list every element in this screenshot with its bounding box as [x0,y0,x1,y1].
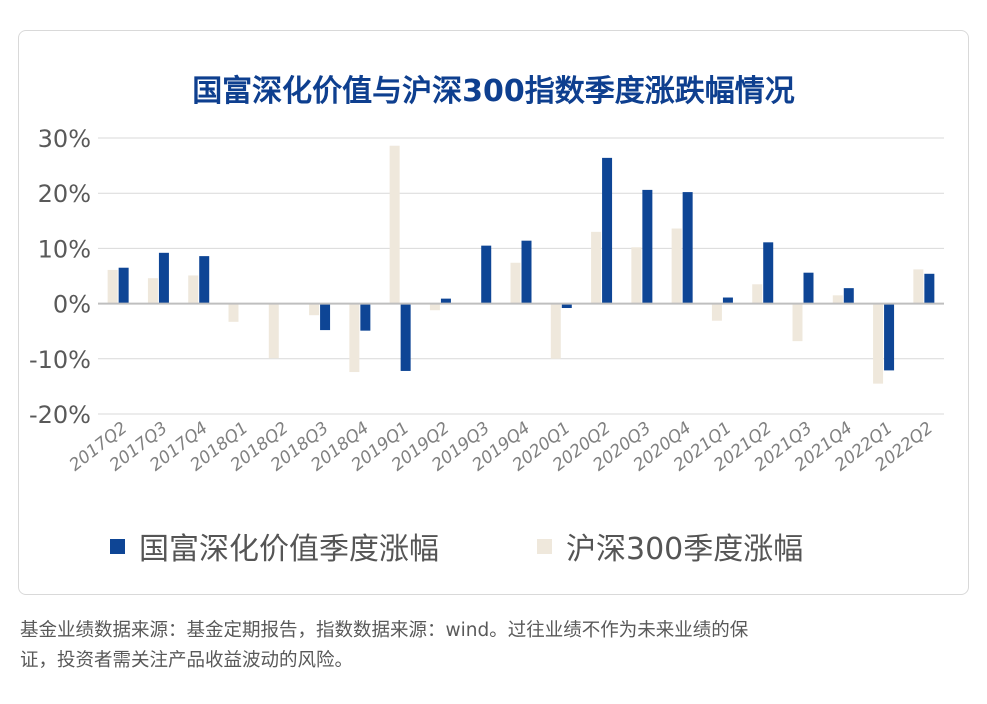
legend-swatch-fund [110,538,125,554]
bar-fund [884,303,895,371]
bar-index [832,295,843,304]
bar-fund [803,272,814,304]
bar-fund [199,256,210,304]
chart-title: 国富深化价值与沪深300指数季度涨跌幅情况 [192,74,795,109]
bar-index [228,303,239,322]
bar-fund [924,273,935,304]
bar-index [429,303,440,311]
y-tick-label: -20% [29,401,91,429]
bar-index [268,303,279,359]
bar-index [711,303,722,321]
bar-fund [642,189,653,304]
bar-fund [118,267,129,304]
footnote-line-1: 基金业绩数据来源：基金定期报告，指数数据来源：wind。过往业绩不作为未来业绩的… [20,620,749,641]
legend-label-fund: 国富深化价值季度涨幅 [139,532,439,567]
bar-index [389,145,400,304]
legend-item-index: 沪深300季度涨幅 [537,524,803,568]
bar-index [349,303,360,373]
bar-fund [360,303,371,331]
bar-fund [440,298,451,304]
legend-item-fund: 国富深化价值季度涨幅 [110,524,439,568]
bar-fund [602,157,613,304]
bar-fund [320,303,331,331]
bar-index [550,303,561,359]
legend-label-index: 沪深300季度涨幅 [566,532,804,567]
bar-index [913,269,924,304]
footnote: 基金业绩数据来源：基金定期报告，指数数据来源：wind。过往业绩不作为未来业绩的… [20,616,970,676]
bar-fund [400,303,411,371]
bar-index [107,269,118,304]
legend-swatch-index [537,538,552,554]
bar-chart: 30%20%10%0%-10%-20%2017Q22017Q32017Q4201… [29,125,944,475]
bar-index [873,303,884,384]
bar-fund [843,288,854,304]
bar-index [591,231,602,304]
bar-index [147,278,158,304]
bar-index [631,247,642,304]
bar-fund [561,303,572,309]
bar-index [792,303,803,342]
bar-fund [682,192,693,304]
y-tick-label: 0% [53,291,91,319]
bar-fund [763,242,774,304]
chart-card [18,30,969,595]
bar-fund [481,245,492,304]
y-tick-label: -10% [29,346,91,374]
bar-index [752,284,763,304]
bar-index [309,303,320,316]
footnote-line-2: 证，投资者需关注产品收益波动的风险。 [20,650,354,671]
bar-index [510,262,521,304]
bar-index [671,228,682,304]
y-tick-label: 20% [38,180,91,208]
bar-index [188,275,199,304]
bar-fund [158,252,169,304]
y-tick-label: 10% [38,235,91,263]
y-tick-label: 30% [38,125,91,153]
bar-fund [722,297,733,304]
bar-fund [521,240,532,304]
